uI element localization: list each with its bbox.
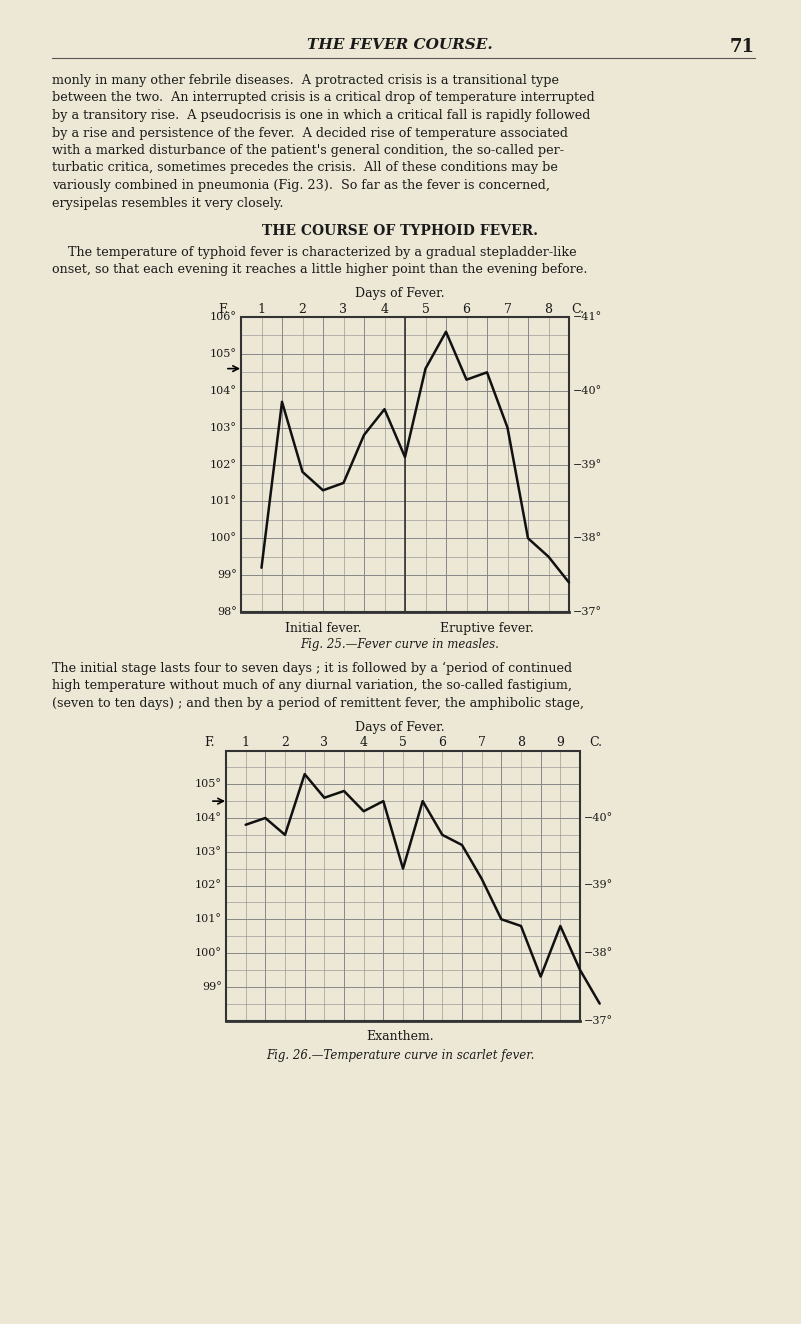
Text: 99°: 99° xyxy=(217,571,237,580)
Text: Initial fever.: Initial fever. xyxy=(284,622,361,636)
Text: 4: 4 xyxy=(380,303,388,316)
Text: F.: F. xyxy=(205,736,215,749)
Text: −40°: −40° xyxy=(584,813,613,824)
Text: Fig. 26.—Temperature curve in scarlet fever.: Fig. 26.—Temperature curve in scarlet fe… xyxy=(266,1049,534,1062)
Text: 71: 71 xyxy=(730,38,755,56)
Text: −40°: −40° xyxy=(573,385,602,396)
Text: (seven to ten days) ; and then by a period of remittent fever, the amphibolic st: (seven to ten days) ; and then by a peri… xyxy=(52,696,584,710)
Text: 9: 9 xyxy=(557,736,564,749)
Text: by a rise and persistence of the fever.  A decided rise of temperature associate: by a rise and persistence of the fever. … xyxy=(52,127,568,139)
Text: C.: C. xyxy=(571,303,585,316)
Text: 2: 2 xyxy=(281,736,289,749)
Text: The initial stage lasts four to seven days ; it is followed by a ‘period of cont: The initial stage lasts four to seven da… xyxy=(52,662,572,675)
Bar xyxy=(226,751,580,1021)
Text: by a transitory rise.  A pseudocrisis is one in which a critical fall is rapidly: by a transitory rise. A pseudocrisis is … xyxy=(52,109,590,122)
Text: −38°: −38° xyxy=(573,534,602,543)
Text: Days of Fever.: Days of Fever. xyxy=(355,720,445,733)
Text: erysipelas resembles it very closely.: erysipelas resembles it very closely. xyxy=(52,196,284,209)
Text: high temperature without much of any diurnal variation, the so-called fastigium,: high temperature without much of any diu… xyxy=(52,679,572,692)
Text: 104°: 104° xyxy=(210,385,237,396)
Text: 104°: 104° xyxy=(195,813,222,824)
Text: variously combined in pneumonia (Fig. 23).  So far as the fever is concerned,: variously combined in pneumonia (Fig. 23… xyxy=(52,179,550,192)
Text: 98°: 98° xyxy=(217,606,237,617)
Text: 6: 6 xyxy=(462,303,470,316)
Text: 101°: 101° xyxy=(210,496,237,506)
Text: F.: F. xyxy=(219,303,229,316)
Text: Days of Fever.: Days of Fever. xyxy=(355,287,445,301)
Text: 8: 8 xyxy=(517,736,525,749)
Text: 6: 6 xyxy=(438,736,446,749)
Text: 4: 4 xyxy=(360,736,368,749)
Text: 103°: 103° xyxy=(195,847,222,857)
Text: between the two.  An interrupted crisis is a critical drop of temperature interr: between the two. An interrupted crisis i… xyxy=(52,91,595,105)
Text: 105°: 105° xyxy=(210,350,237,359)
Text: Eruptive fever.: Eruptive fever. xyxy=(440,622,534,636)
Text: −39°: −39° xyxy=(584,880,613,891)
Text: 8: 8 xyxy=(545,303,553,316)
Text: turbatic critica, sometimes precedes the crisis.  All of these conditions may be: turbatic critica, sometimes precedes the… xyxy=(52,162,557,175)
Text: 5: 5 xyxy=(399,736,407,749)
Text: 101°: 101° xyxy=(195,915,222,924)
Bar xyxy=(241,316,569,612)
Text: 100°: 100° xyxy=(195,948,222,959)
Text: −38°: −38° xyxy=(584,948,613,959)
Text: with a marked disturbance of the patient's general condition, the so-called per-: with a marked disturbance of the patient… xyxy=(52,144,564,158)
Text: 99°: 99° xyxy=(202,982,222,992)
Text: Fig. 25.—Fever curve in measles.: Fig. 25.—Fever curve in measles. xyxy=(300,638,500,651)
Text: 3: 3 xyxy=(320,736,328,749)
Text: 103°: 103° xyxy=(210,422,237,433)
Text: 7: 7 xyxy=(504,303,511,316)
Text: THE COURSE OF TYPHOID FEVER.: THE COURSE OF TYPHOID FEVER. xyxy=(262,224,538,238)
Text: −37°: −37° xyxy=(584,1016,613,1026)
Text: Exanthem.: Exanthem. xyxy=(366,1030,434,1043)
Text: The temperature of typhoid fever is characterized by a gradual stepladder-like: The temperature of typhoid fever is char… xyxy=(52,246,577,260)
Text: 3: 3 xyxy=(340,303,348,316)
Text: 105°: 105° xyxy=(195,780,222,789)
Text: −41°: −41° xyxy=(573,312,602,322)
Text: 7: 7 xyxy=(477,736,485,749)
Text: 5: 5 xyxy=(421,303,429,316)
Text: 102°: 102° xyxy=(210,459,237,470)
Text: onset, so that each evening it reaches a little higher point than the evening be: onset, so that each evening it reaches a… xyxy=(52,263,587,277)
Text: 1: 1 xyxy=(257,303,265,316)
Text: 2: 2 xyxy=(299,303,307,316)
Text: monly in many other febrile diseases.  A protracted crisis is a transitional typ: monly in many other febrile diseases. A … xyxy=(52,74,559,87)
Text: C.: C. xyxy=(590,736,602,749)
Text: 106°: 106° xyxy=(210,312,237,322)
Text: 1: 1 xyxy=(242,736,250,749)
Text: THE FEVER COURSE.: THE FEVER COURSE. xyxy=(308,38,493,52)
Text: −37°: −37° xyxy=(573,606,602,617)
Text: −39°: −39° xyxy=(573,459,602,470)
Text: 102°: 102° xyxy=(195,880,222,891)
Text: 100°: 100° xyxy=(210,534,237,543)
